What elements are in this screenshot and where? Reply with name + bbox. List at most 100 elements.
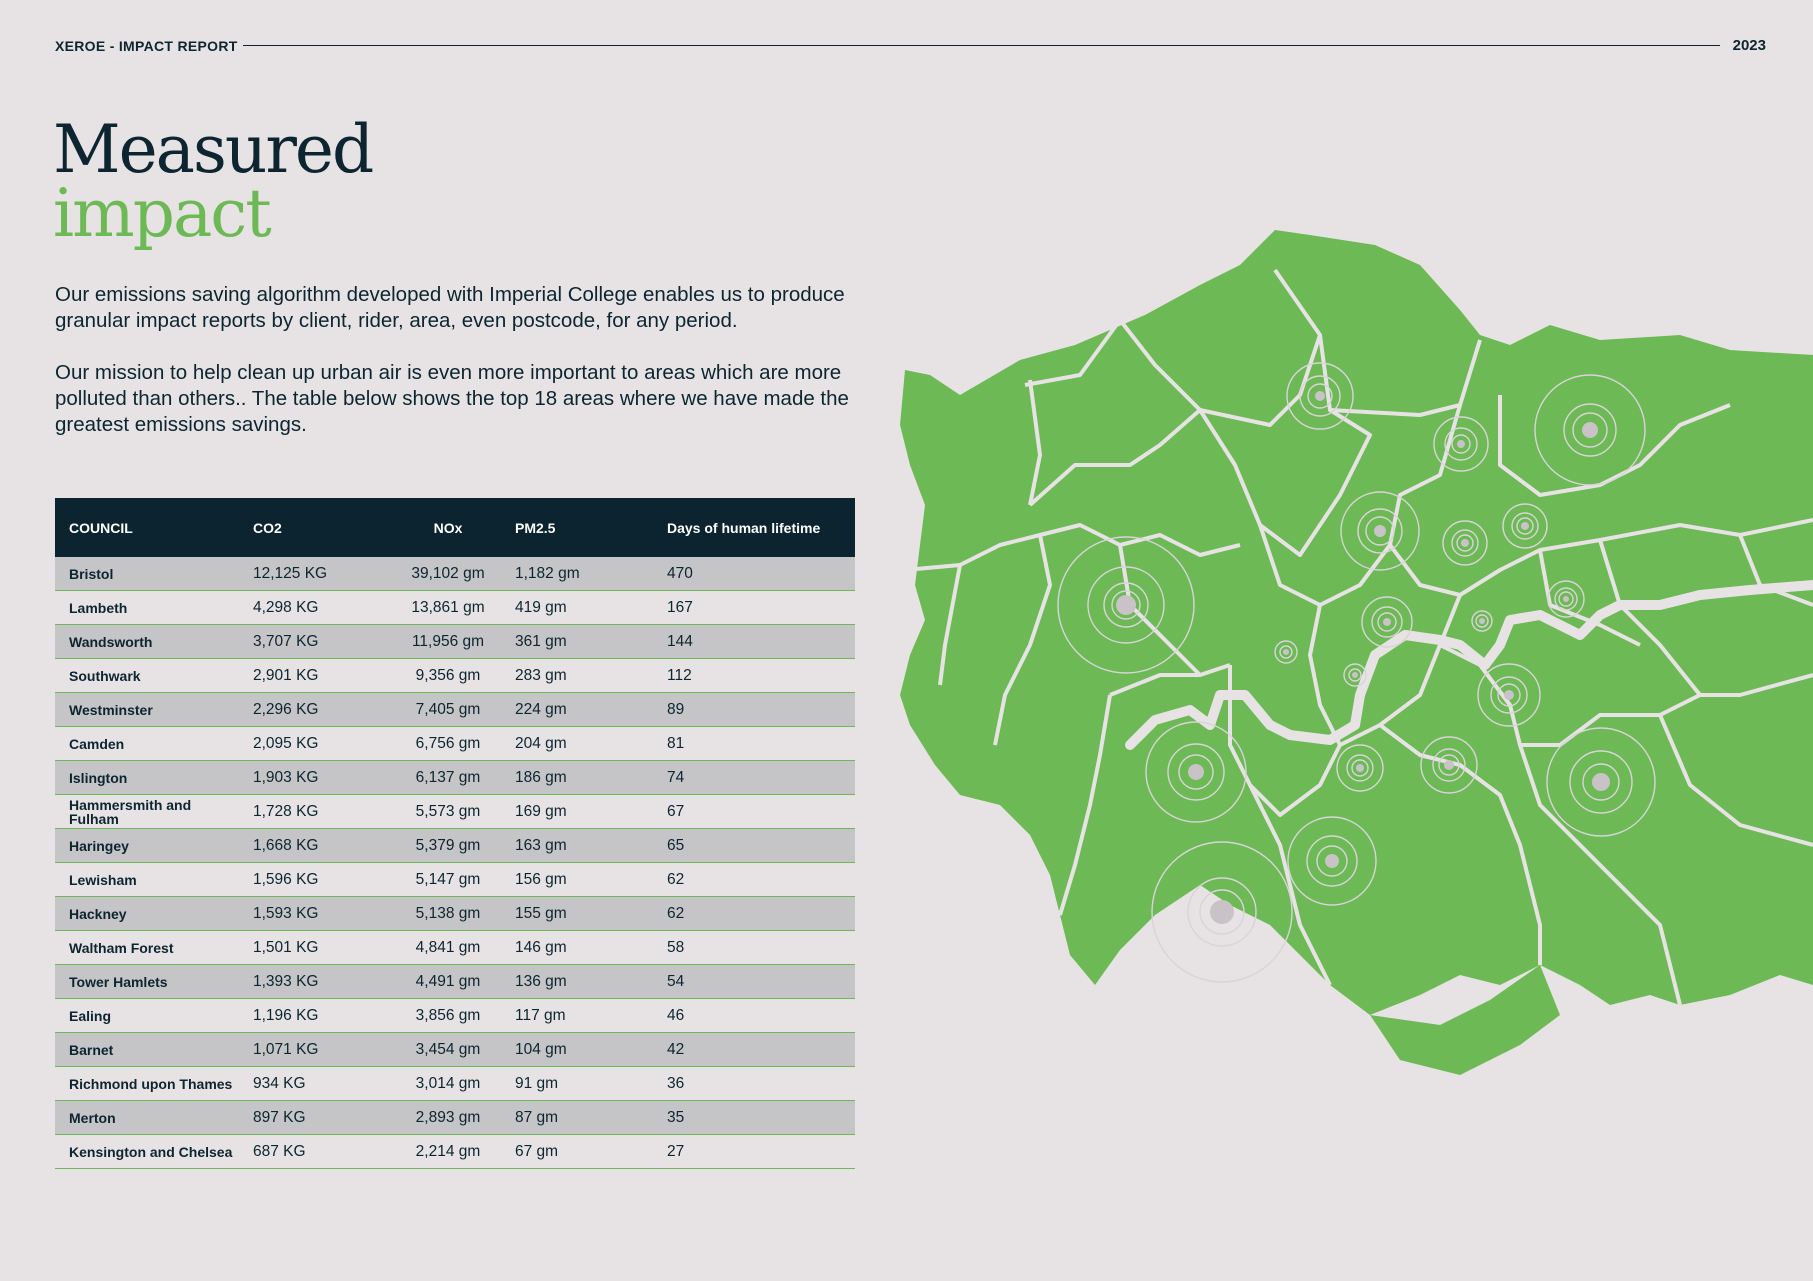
cell-pm25: 1,182 gm <box>501 557 667 591</box>
cell-co2: 4,298 KG <box>239 590 395 625</box>
impact-ring-group <box>1343 663 1367 687</box>
cell-co2: 1,668 KG <box>239 828 395 863</box>
impact-rings <box>1057 362 1656 983</box>
cell-council: Waltham Forest <box>55 930 239 965</box>
cell-nox: 6,756 gm <box>395 726 501 761</box>
table-row: Camden 2,095 KG 6,756 gm 204 gm 81 <box>55 726 855 761</box>
cell-council: Ealing <box>55 998 239 1033</box>
cell-pm25: 156 gm <box>501 862 667 897</box>
cell-nox: 39,102 gm <box>395 557 501 591</box>
header-nox: NOx <box>395 498 501 557</box>
header-rule <box>243 45 1720 46</box>
cell-co2: 1,728 KG <box>239 794 395 829</box>
cell-days: 36 <box>667 1066 855 1101</box>
cell-co2: 1,501 KG <box>239 930 395 965</box>
cell-pm25: 67 gm <box>501 1134 667 1169</box>
impact-ring-group <box>1151 841 1293 983</box>
cell-council: Haringey <box>55 828 239 863</box>
cell-days: 65 <box>667 828 855 863</box>
report-year: 2023 <box>1732 37 1766 54</box>
table-row: Merton 897 KG 2,893 gm 87 gm 35 <box>55 1100 855 1135</box>
impact-ring-group <box>1340 491 1420 571</box>
impact-ring-group <box>1336 744 1384 792</box>
table-row: Tower Hamlets 1,393 KG 4,491 gm 136 gm 54 <box>55 964 855 999</box>
cell-council: Tower Hamlets <box>55 964 239 999</box>
cell-days: 62 <box>667 896 855 931</box>
header-council: COUNCIL <box>55 498 239 557</box>
cell-nox: 2,893 gm <box>395 1100 501 1135</box>
impact-ring-group <box>1274 640 1298 664</box>
impact-ring-group <box>1442 520 1488 566</box>
cell-pm25: 87 gm <box>501 1100 667 1135</box>
cell-pm25: 361 gm <box>501 624 667 659</box>
cell-nox: 4,841 gm <box>395 930 501 965</box>
cell-days: 81 <box>667 726 855 761</box>
impact-ring-group <box>1361 596 1413 648</box>
impact-ring-group <box>1433 416 1489 472</box>
cell-council: Hackney <box>55 896 239 931</box>
cell-co2: 687 KG <box>239 1134 395 1169</box>
cell-co2: 1,071 KG <box>239 1032 395 1067</box>
cell-days: 42 <box>667 1032 855 1067</box>
cell-council: Westminster <box>55 692 239 727</box>
cell-nox: 13,861 gm <box>395 590 501 625</box>
cell-co2: 12,125 KG <box>239 557 395 591</box>
cell-co2: 2,296 KG <box>239 692 395 727</box>
cell-nox: 5,147 gm <box>395 862 501 897</box>
cell-pm25: 283 gm <box>501 658 667 693</box>
cell-pm25: 186 gm <box>501 760 667 795</box>
report-header: XEROE - IMPACT REPORT 2023 <box>55 36 1766 58</box>
intro-paragraph-2: Our mission to help clean up urban air i… <box>55 361 849 436</box>
impact-table: COUNCIL CO2 NOx PM2.5 Days of human life… <box>55 498 855 1169</box>
cell-days: 67 <box>667 794 855 829</box>
cell-days: 74 <box>667 760 855 795</box>
cell-council: Richmond upon Thames <box>55 1066 239 1101</box>
title-line-2: impact <box>53 175 272 252</box>
report-brand: XEROE - IMPACT REPORT <box>55 38 238 54</box>
cell-nox: 7,405 gm <box>395 692 501 727</box>
cell-co2: 2,901 KG <box>239 658 395 693</box>
intro-text: Our emissions saving algorithm developed… <box>55 282 865 464</box>
cell-pm25: 169 gm <box>501 794 667 829</box>
cell-co2: 1,903 KG <box>239 760 395 795</box>
table-row: Wandsworth 3,707 KG 11,956 gm 361 gm 144 <box>55 624 855 659</box>
table-body: Bristol 12,125 KG 39,102 gm 1,182 gm 470 Lamb… <box>55 557 855 1169</box>
cell-days: 35 <box>667 1100 855 1135</box>
header-days: Days of human lifetime <box>667 498 855 557</box>
cell-council: Barnet <box>55 1032 239 1067</box>
header-co2: CO2 <box>239 498 395 557</box>
table-row: Haringey 1,668 KG 5,379 gm 163 gm 65 <box>55 828 855 863</box>
map-landmass <box>900 230 1813 1075</box>
page-title: Measured impact <box>53 117 374 252</box>
table-row: Hackney 1,593 KG 5,138 gm 155 gm 62 <box>55 896 855 931</box>
table-row: Islington 1,903 KG 6,137 gm 186 gm 74 <box>55 760 855 795</box>
cell-days: 167 <box>667 590 855 625</box>
cell-co2: 2,095 KG <box>239 726 395 761</box>
table-row: Bristol 12,125 KG 39,102 gm 1,182 gm 470 <box>55 557 855 591</box>
table-row: Barnet 1,071 KG 3,454 gm 104 gm 42 <box>55 1032 855 1067</box>
cell-nox: 2,214 gm <box>395 1134 501 1169</box>
table-row: Lewisham 1,596 KG 5,147 gm 156 gm 62 <box>55 862 855 897</box>
header-pm25: PM2.5 <box>501 498 667 557</box>
cell-nox: 5,138 gm <box>395 896 501 931</box>
table-row: Lambeth 4,298 KG 13,861 gm 419 gm 167 <box>55 590 855 625</box>
intro-paragraph-1: Our emissions saving algorithm developed… <box>55 283 845 332</box>
cell-council: Islington <box>55 760 239 795</box>
cell-co2: 1,593 KG <box>239 896 395 931</box>
cell-days: 89 <box>667 692 855 727</box>
cell-council: Camden <box>55 726 239 761</box>
cell-days: 27 <box>667 1134 855 1169</box>
cell-days: 470 <box>667 557 855 591</box>
cell-council: Hammersmith and Fulham <box>55 794 239 829</box>
table-row: Waltham Forest 1,501 KG 4,841 gm 146 gm 58 <box>55 930 855 965</box>
cell-pm25: 419 gm <box>501 590 667 625</box>
river-thames <box>1125 580 1813 750</box>
cell-council: Lambeth <box>55 590 239 625</box>
cell-council: Wandsworth <box>55 624 239 659</box>
table-row: Westminster 2,296 KG 7,405 gm 224 gm 89 <box>55 692 855 727</box>
cell-co2: 897 KG <box>239 1100 395 1135</box>
cell-pm25: 117 gm <box>501 998 667 1033</box>
cell-days: 58 <box>667 930 855 965</box>
cell-co2: 1,596 KG <box>239 862 395 897</box>
impact-ring-group <box>1502 503 1548 549</box>
